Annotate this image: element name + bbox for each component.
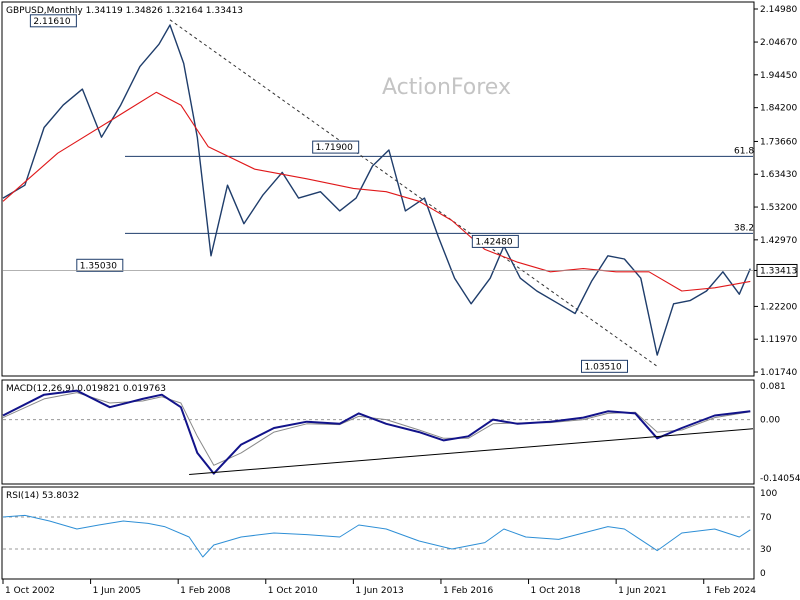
fib-label: 38.2 — [734, 223, 754, 233]
price-y-tick-label: 1.42970 — [760, 236, 797, 246]
price-annotations: 2.11610 1.35030 1.71900 1.42480 1.03510 — [29, 14, 629, 373]
annotation-label: 1.71900 — [316, 143, 353, 153]
macd-panel-frame — [1, 379, 755, 485]
moving-average-series — [2, 91, 751, 292]
annotation-box — [471, 234, 519, 248]
macd-series — [2, 389, 754, 475]
current-price-box — [756, 263, 798, 277]
rsi-y-tick-label: 0 — [760, 569, 766, 579]
moving-average-line — [2, 91, 751, 292]
watermark: ActionForex — [382, 75, 511, 100]
rsi-y-tick-label: 70 — [760, 513, 772, 523]
x-tick-label: 1 Oct 2002 — [5, 586, 55, 596]
x-tick-label: 1 Jun 2013 — [355, 586, 403, 596]
price-y-tick-label: 1.01740 — [760, 368, 797, 378]
annotation-box — [581, 359, 629, 373]
rsi-y-tick-label: 100 — [760, 489, 777, 499]
annotation-box — [29, 14, 77, 28]
macd-y-tick-label: 0.081 — [760, 382, 786, 392]
macd-y-tick-label: 0.00 — [760, 416, 780, 426]
macd-y-tick-label: -0.140543 — [760, 474, 800, 484]
price-y-tick-label: 1.73660 — [760, 137, 797, 147]
x-tick-label: 1 Oct 2010 — [268, 586, 318, 596]
price-trendline — [169, 19, 658, 367]
annotation-label: 1.42480 — [475, 237, 512, 247]
rsi-line — [2, 514, 751, 558]
annotation-box — [312, 140, 360, 154]
current-price-marker: 1.33413 — [3, 263, 798, 277]
price-header: GBPUSD,Monthly 1.34119 1.34826 1.32164 1… — [6, 6, 243, 16]
macd-line — [2, 389, 751, 475]
current-price-label: 1.33413 — [760, 266, 797, 276]
macd-trendline — [189, 428, 754, 475]
fib-levels: 61.8 38.2 — [125, 146, 754, 234]
price-y-tick-label: 1.53200 — [760, 203, 797, 213]
diagonal-trendline — [169, 19, 658, 367]
macd-header: MACD(12,26,9) 0.019821 0.019763 — [6, 384, 166, 394]
x-tick-label: 1 Feb 2008 — [180, 586, 231, 596]
price-y-tick-label: 1.84200 — [760, 104, 797, 114]
price-y-axis: 2.14980 2.04670 1.94450 1.84200 1.73660 1.634… — [754, 5, 797, 378]
x-tick-label: 1 Jun 2021 — [618, 586, 666, 596]
annotation-label: 2.11610 — [33, 17, 70, 27]
rsi-header: RSI(14) 53.8032 — [6, 491, 79, 501]
rsi-panel-frame — [1, 486, 755, 580]
rsi-y-axis: 100 70 30 0 — [3, 489, 777, 579]
price-y-tick-label: 1.94450 — [760, 71, 797, 81]
price-y-tick-label: 2.14980 — [760, 5, 797, 15]
price-y-tick-label: 1.63430 — [760, 170, 797, 180]
price-y-tick-label: 2.04670 — [760, 38, 797, 48]
fib-label: 61.8 — [734, 146, 754, 156]
x-tick-label: 1 Feb 2024 — [706, 586, 757, 596]
price-y-tick-label: 1.22200 — [760, 302, 797, 312]
annotation-box — [76, 258, 124, 272]
price-y-tick-label: 1.11970 — [760, 335, 797, 345]
price-panel-frame — [1, 1, 755, 377]
x-tick-label: 1 Feb 2016 — [443, 586, 494, 596]
x-tick-label: 1 Jun 2005 — [93, 586, 141, 596]
rsi-y-tick-label: 30 — [760, 545, 772, 555]
annotation-label: 1.03510 — [585, 362, 622, 372]
rsi-series — [2, 514, 751, 558]
x-tick-label: 1 Oct 2018 — [531, 586, 581, 596]
time-x-axis: 1 Oct 2002 1 Jun 2005 1 Feb 2008 1 Oct 2010… — [2, 579, 757, 596]
annotation-label: 1.35030 — [80, 261, 117, 271]
